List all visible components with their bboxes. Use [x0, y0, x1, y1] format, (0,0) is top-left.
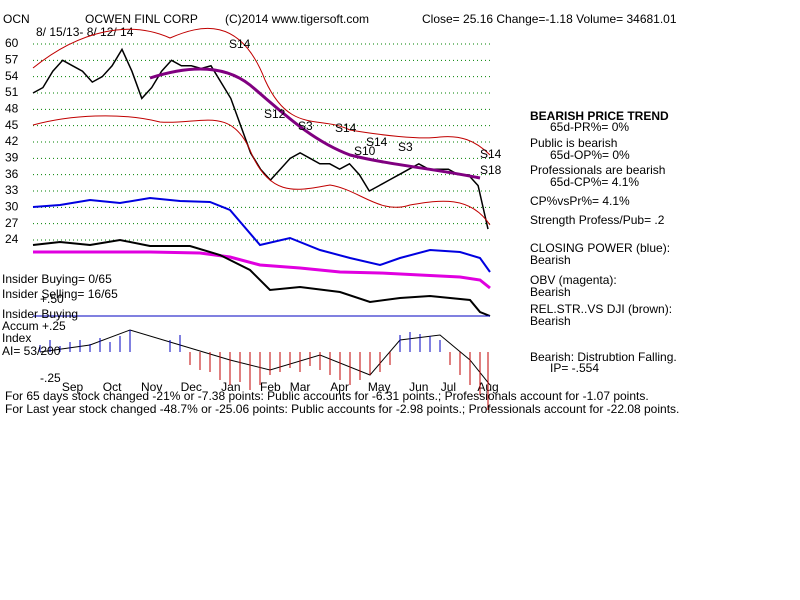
label: IP= -.554 [550, 361, 599, 375]
label: CLOSING POWER (blue): [530, 241, 670, 255]
y-tick-label: 51 [5, 85, 19, 99]
label: 65d-OP%= 0% [550, 148, 630, 162]
x-tick-label: Nov [141, 380, 162, 394]
obv [33, 250, 491, 290]
label: BEARISH PRICE TREND [530, 109, 669, 123]
rel-strength [32, 238, 491, 317]
label: CP%vsPr%= 4.1% [530, 194, 630, 208]
x-tick-label: Jun [409, 380, 428, 394]
label: Bearish: Distrubtion Falling. [530, 350, 677, 364]
signal: S14 [335, 121, 357, 135]
x-tick-label: Apr [330, 380, 349, 394]
signal: S18 [480, 163, 502, 177]
label: Index [2, 331, 31, 345]
x-tick-label: Jan [221, 380, 240, 394]
label: Insider Buying [2, 307, 78, 321]
footer: For 65 days stock changed -21% or -7.38 … [5, 389, 679, 416]
signal: S10 [354, 144, 376, 158]
label: Accum +.25 [2, 319, 66, 333]
signal: S12 [264, 107, 286, 121]
indicators [32, 28, 491, 410]
lower-band [32, 115, 491, 226]
label: AI= 53/200 [2, 344, 61, 358]
x-tick-label: Jul [441, 380, 456, 394]
label: Bearish [530, 314, 571, 328]
ticker: OCN [3, 12, 30, 26]
label: +.50 [40, 292, 64, 306]
signal: S14 [366, 135, 388, 149]
signal: S14 [229, 37, 251, 51]
x-tick-label: May [368, 380, 391, 394]
y-tick-label: 27 [5, 216, 19, 230]
y-tick-label: 60 [5, 36, 19, 50]
closing-power [32, 196, 491, 273]
label: Insider Selling= 16/65 [2, 287, 118, 301]
accum-pos [39, 330, 441, 352]
right-panel: BEARISH PRICE TREND 65d-PR%= 0% Public i… [530, 109, 677, 375]
label: OBV (magenta): [530, 273, 617, 287]
y-tick-label: 30 [5, 200, 19, 214]
signal: S3 [298, 119, 313, 133]
label: Public is bearish [530, 136, 617, 150]
label: Strength Profess/Pub= .2 [530, 213, 665, 227]
header: OCN OCWEN FINL CORP (C)2014 www.tigersof… [3, 12, 677, 39]
y-tick-label: 33 [5, 183, 19, 197]
signal: S3 [398, 140, 413, 154]
label: Professionals are bearish [530, 163, 665, 177]
date-range: 8/ 15/13- 8/ 12/ 14 [36, 25, 134, 39]
label: 65d-CP%= 4.1% [550, 175, 639, 189]
copyright: (C)2014 www.tigersoft.com [225, 12, 369, 26]
x-tick-label: Sep [62, 380, 84, 394]
y-tick-label: 36 [5, 167, 19, 181]
x-tick-label: Mar [290, 380, 311, 394]
accum-ma [39, 329, 491, 386]
label: -.25 [40, 371, 61, 385]
company: OCWEN FINL CORP [85, 12, 198, 26]
x-tick-label: Oct [103, 380, 122, 394]
label: Bearish [530, 285, 571, 299]
summary: For Last year stock changed -48.7% or -2… [5, 402, 679, 416]
signals: S14 S12 S3 S14 S14 S10 S3 S14 S18 [229, 37, 502, 177]
y-tick-label: 54 [5, 69, 19, 83]
plot: 24 27 30 33 36 39 42 45 48 51 54 57 60 Sep Oct Nov Dec Ja… [5, 36, 499, 394]
moving-average [149, 67, 481, 180]
label: Insider Buying= 0/65 [2, 272, 112, 286]
y-tick-label: 24 [5, 232, 19, 246]
x-tick-label: Feb [260, 380, 281, 394]
y-tick-label: 45 [5, 118, 19, 132]
y-tick-label: 42 [5, 134, 19, 148]
label: 65d-PR%= 0% [550, 120, 629, 134]
accum-neg [189, 352, 489, 410]
y-tick-label: 48 [5, 102, 19, 116]
signal: S14 [480, 147, 502, 161]
x-tick-label: Dec [181, 380, 202, 394]
label: REL.STR..VS DJI (brown): [530, 302, 672, 316]
upper-band [32, 28, 491, 156]
quote: Close= 25.16 Change=-1.18 Volume= 34681.… [422, 12, 677, 26]
summary: For 65 days stock changed -21% or -7.38 … [5, 389, 649, 403]
label: Bearish [530, 253, 571, 267]
y-tick-label: 39 [5, 151, 19, 165]
y-tick-label: 57 [5, 53, 19, 67]
left-panel: Insider Buying= 0/65 Insider Selling= 16… [2, 272, 118, 385]
